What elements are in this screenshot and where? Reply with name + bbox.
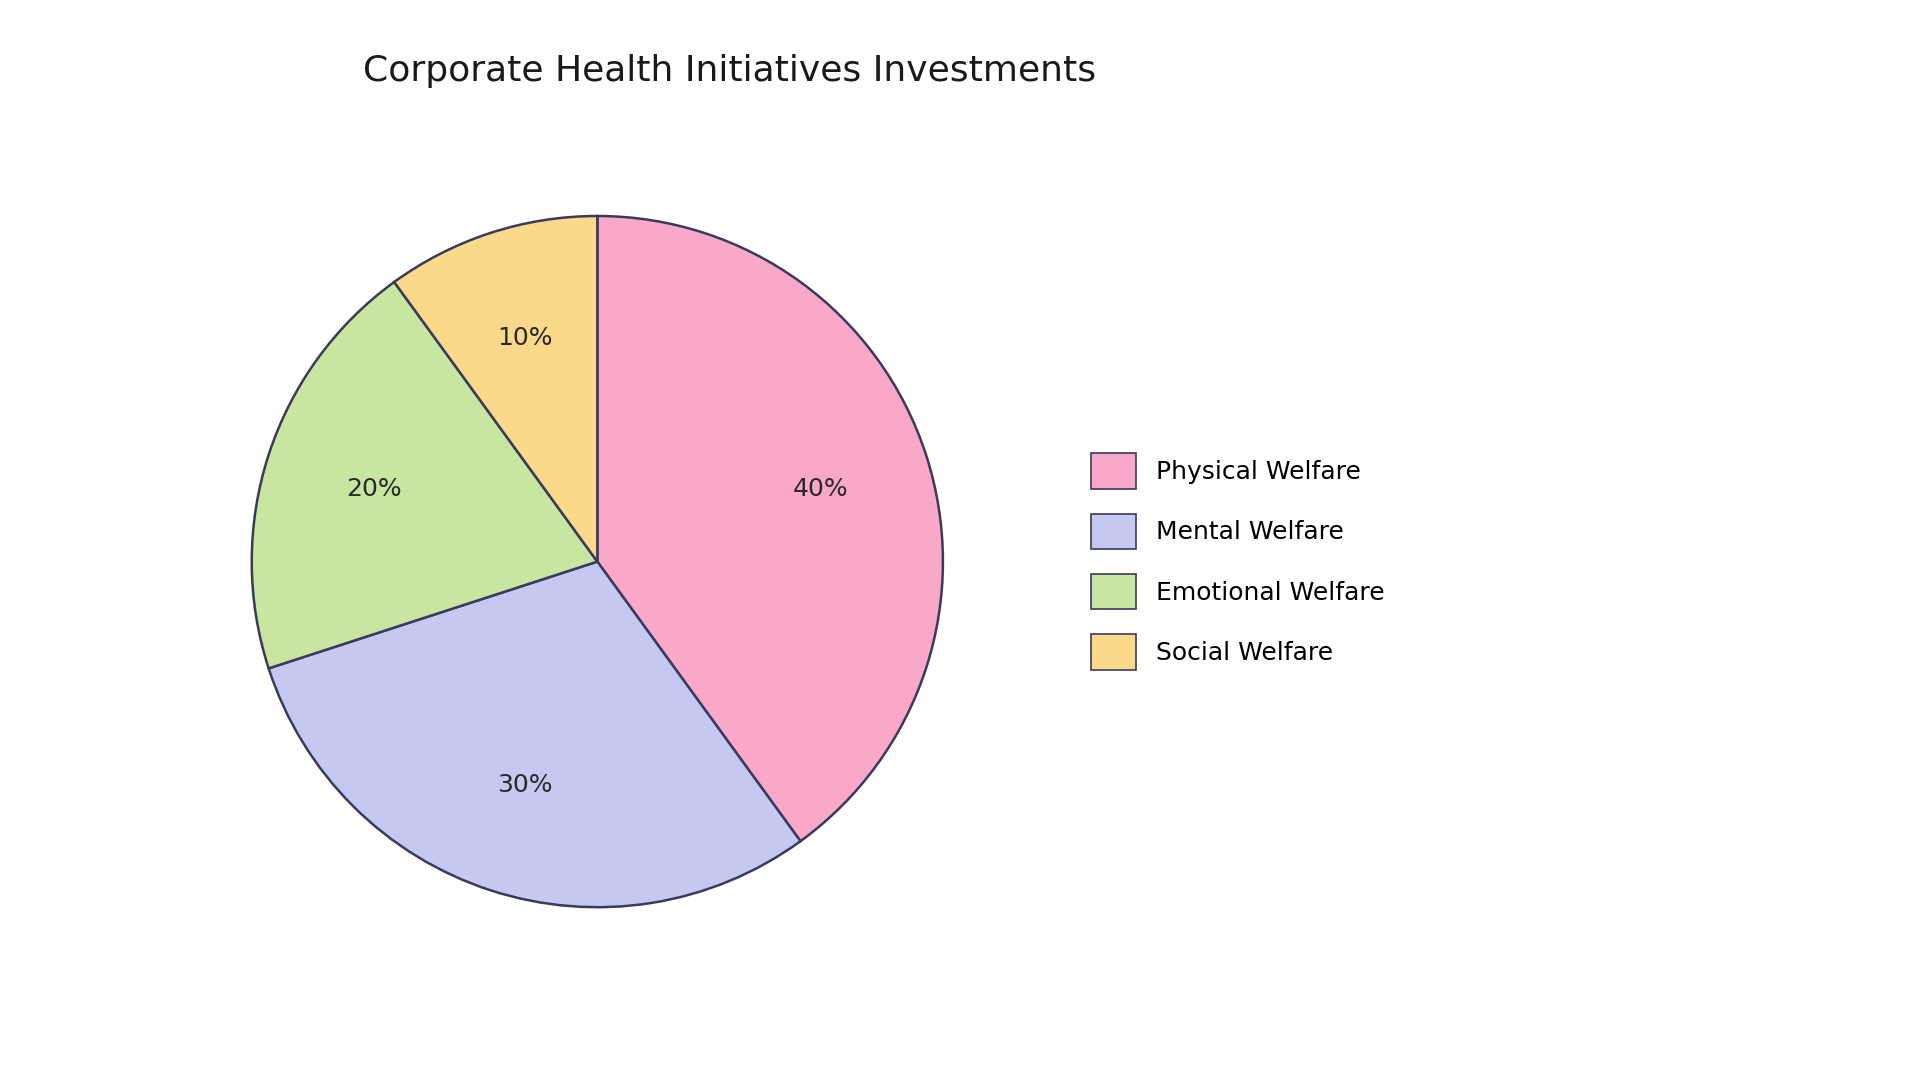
Text: 40%: 40% [793, 477, 849, 501]
Legend: Physical Welfare, Mental Welfare, Emotional Welfare, Social Welfare: Physical Welfare, Mental Welfare, Emotio… [1081, 444, 1394, 679]
Wedge shape [269, 562, 801, 907]
Text: Corporate Health Initiatives Investments: Corporate Health Initiatives Investments [363, 54, 1096, 87]
Text: 30%: 30% [497, 773, 553, 797]
Wedge shape [252, 282, 597, 669]
Text: 20%: 20% [346, 477, 401, 501]
Wedge shape [597, 216, 943, 841]
Wedge shape [394, 216, 597, 562]
Text: 10%: 10% [497, 326, 553, 350]
